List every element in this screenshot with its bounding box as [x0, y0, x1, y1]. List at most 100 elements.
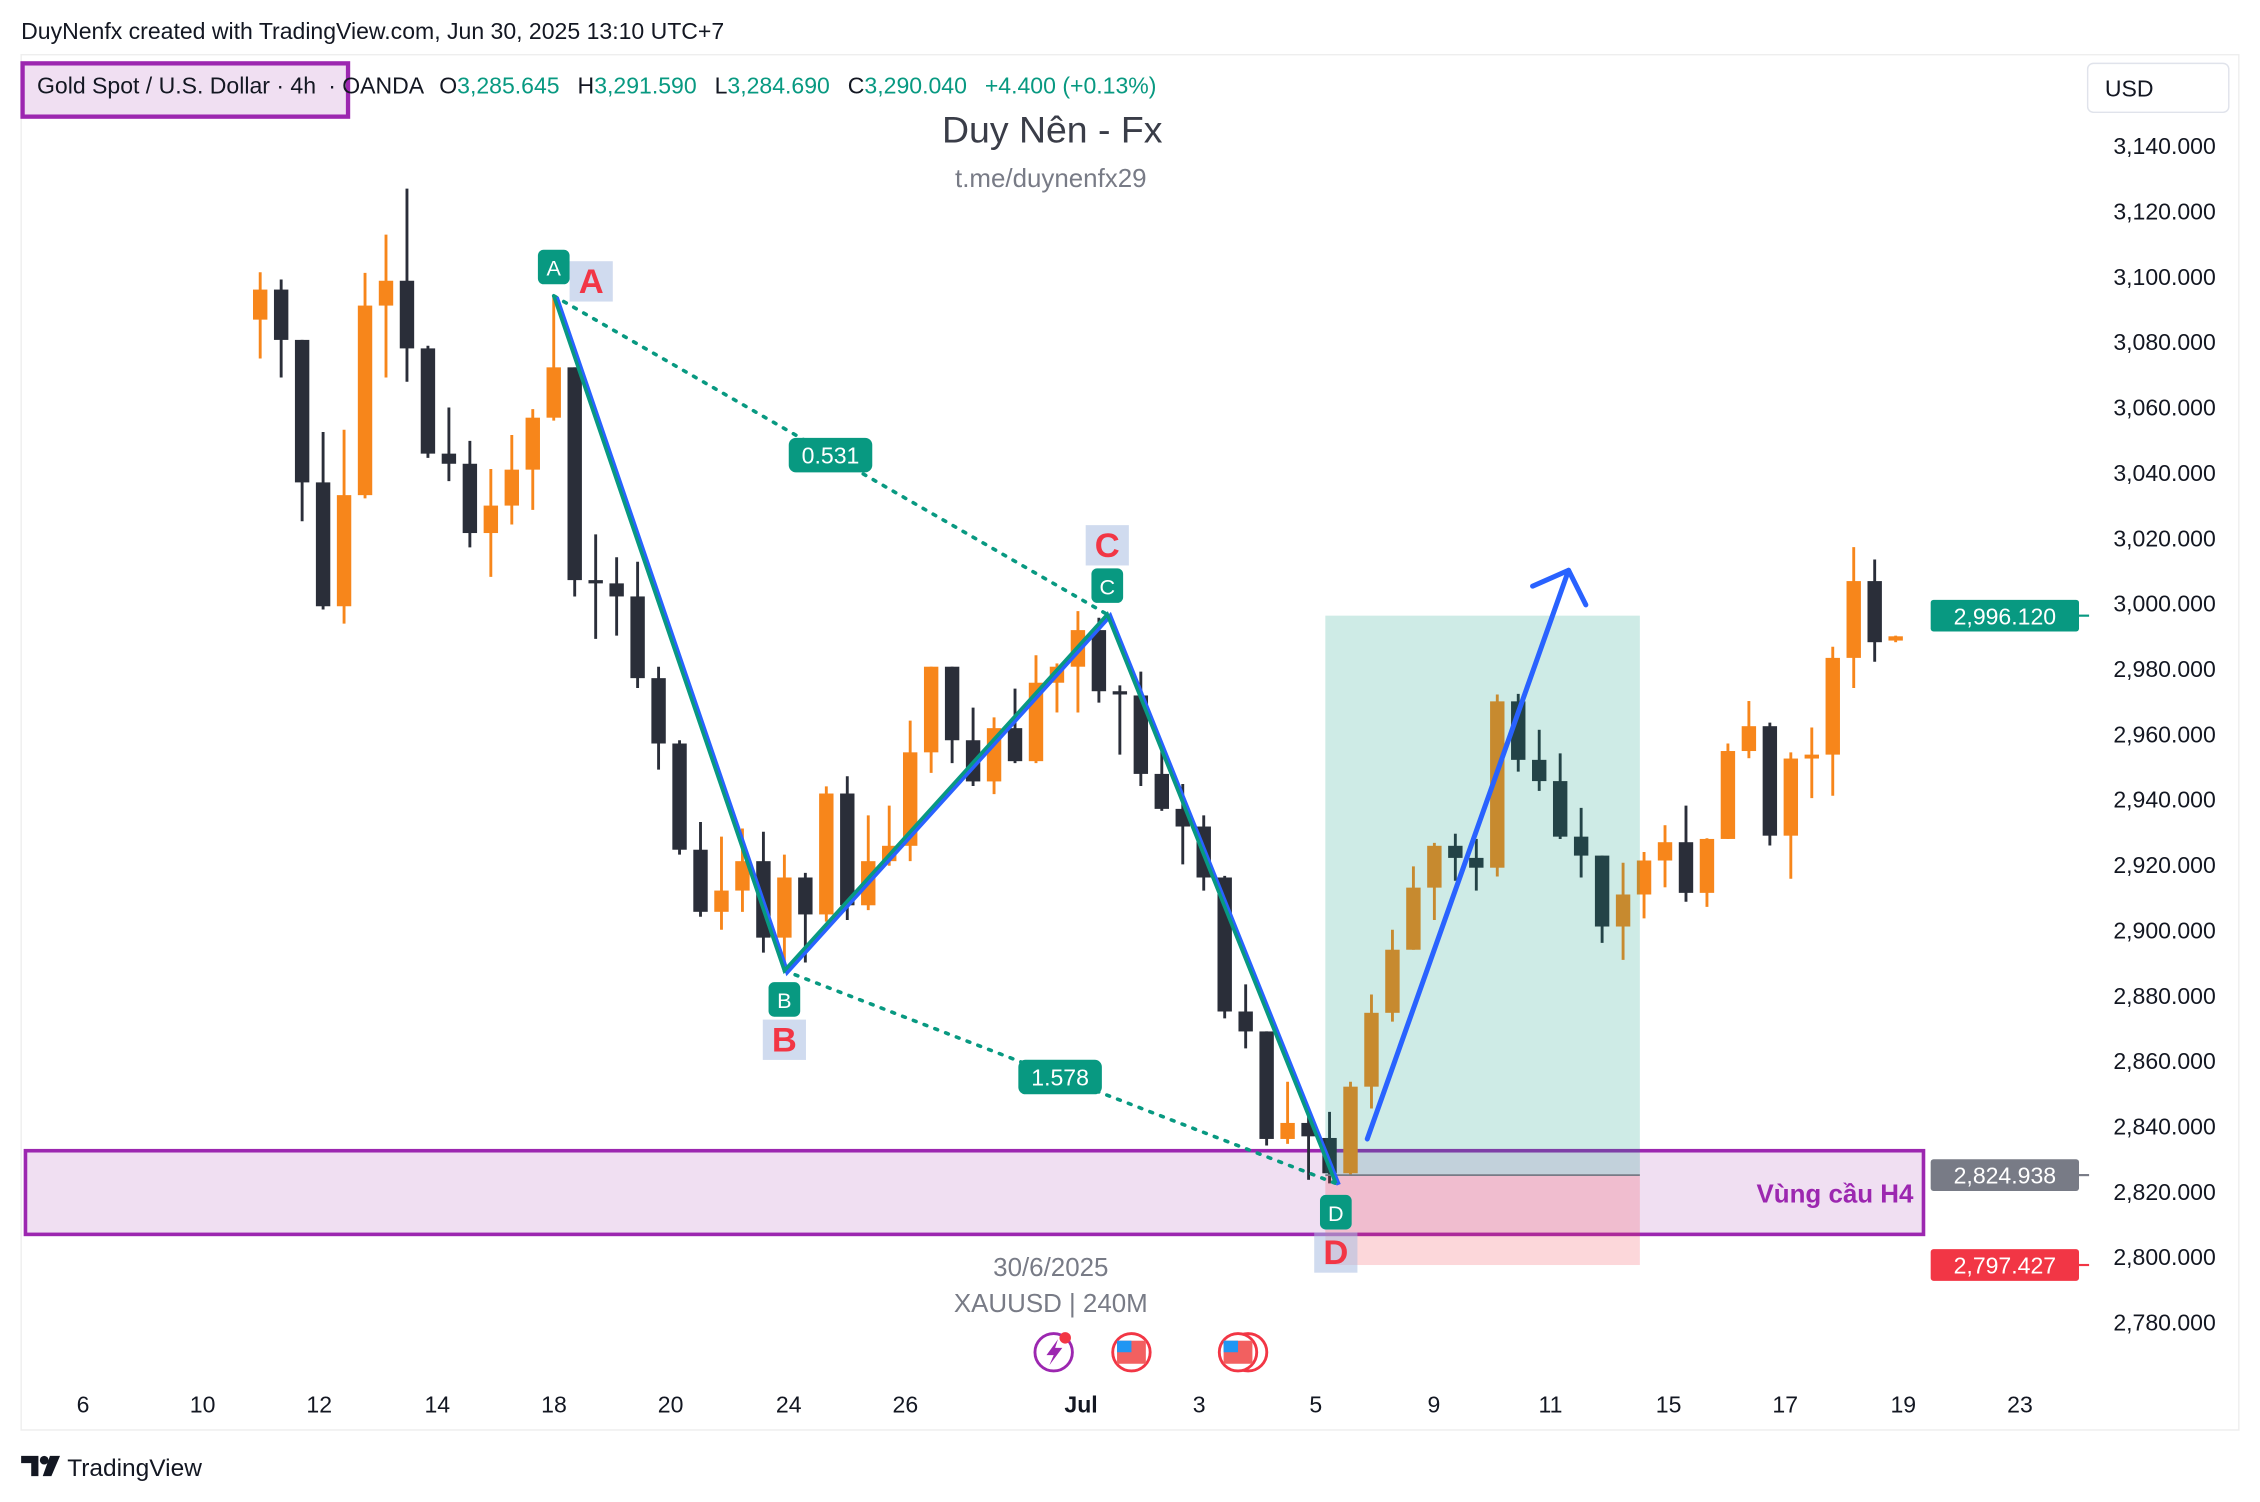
pattern-point-badge[interactable]	[537, 249, 570, 285]
candle	[1364, 994, 1379, 1109]
pattern-point-highlight	[569, 261, 613, 302]
legend-symbol[interactable]: Gold Spot / U.S. Dollar · 4h	[37, 73, 316, 99]
price-tick-label: 2,800.000	[2113, 1244, 2215, 1270]
snapshot-caption: DuyNenfx created with TradingView.com, J…	[21, 18, 724, 44]
time-tick-label: 12	[306, 1392, 332, 1418]
candle-body	[1783, 758, 1799, 836]
time-tick-label: 26	[893, 1392, 919, 1418]
candle	[1091, 617, 1107, 703]
candle-body	[944, 666, 960, 741]
pattern-point-highlight	[1085, 525, 1129, 566]
candle	[1699, 838, 1715, 907]
time-tick-label: 14	[425, 1392, 451, 1418]
candle	[1259, 1031, 1274, 1146]
candle	[1154, 750, 1169, 811]
candle	[399, 188, 415, 382]
price-tick-label: 3,060.000	[2113, 395, 2215, 421]
candle	[462, 440, 478, 548]
candle-body	[1091, 630, 1107, 692]
pattern-ratio-badge	[788, 437, 873, 473]
candle	[609, 557, 624, 636]
legend-high: 3,291.590	[594, 73, 696, 99]
lightning-event-icon[interactable]	[1033, 1332, 1074, 1373]
legend-exchange: · OANDA	[328, 73, 425, 99]
candle	[273, 279, 289, 378]
price-tick-label: 3,100.000	[2113, 264, 2215, 290]
position-stop-zone[interactable]	[1325, 1175, 1640, 1266]
candle	[546, 295, 561, 421]
price-axis[interactable]: 3,140.000 3,120.000 3,100.000 3,080.000 3,06…	[2113, 133, 2215, 1336]
time-tick-label: 11	[1539, 1392, 1563, 1418]
candle	[1825, 646, 1840, 796]
candle	[1846, 547, 1861, 688]
candle-body	[1406, 887, 1421, 950]
pattern-point-highlight	[1314, 1232, 1358, 1273]
price-tick-label: 3,120.000	[2113, 198, 2215, 224]
price-label-target-text: 2,996.120	[1954, 603, 2056, 629]
time-tick-label: 6	[77, 1392, 90, 1418]
candle-body	[1825, 657, 1840, 755]
candle-body	[840, 793, 855, 906]
tradingview-logo-icon[interactable]	[21, 1455, 61, 1477]
pattern-point-label: D	[1328, 1201, 1344, 1226]
pattern-ratio-label: 1.578	[1031, 1065, 1089, 1091]
pattern-point-label: B	[777, 988, 791, 1013]
candle	[294, 339, 310, 522]
candle-body	[1322, 1137, 1337, 1174]
price-tick-label: 3,140.000	[2113, 133, 2215, 159]
candle	[525, 409, 540, 510]
pattern-point-big-label: D	[1323, 1234, 1348, 1272]
candle-body	[735, 861, 750, 891]
candle-body	[1238, 1011, 1253, 1032]
watermark-date: 30/6/2025	[993, 1254, 1108, 1282]
candle-body	[546, 367, 561, 418]
price-tick-label: 3,000.000	[2113, 591, 2215, 617]
time-axis[interactable]: 6 10 12 14 18 20 24 26 Jul 3 5 9 11 15 17 19 23	[77, 1392, 2033, 1418]
candle	[441, 407, 457, 482]
pattern-point-badge[interactable]	[1091, 568, 1124, 603]
price-tick-label: 2,980.000	[2113, 656, 2215, 682]
pattern-point-highlight	[762, 1019, 806, 1060]
us-flag-event-group-icon[interactable]	[1217, 1332, 1269, 1373]
candle	[1762, 722, 1778, 846]
candle-body	[714, 890, 729, 912]
us-flag-event-icon[interactable]	[1111, 1332, 1152, 1373]
candle	[651, 666, 666, 770]
candle-body	[1552, 781, 1568, 837]
candle	[315, 432, 331, 610]
time-tick-label: Jul	[1064, 1392, 1097, 1418]
candle-body	[902, 752, 918, 846]
watermark-title: Duy Nên - Fx	[942, 109, 1163, 151]
candle-body	[588, 580, 603, 584]
currency-button[interactable]	[2086, 62, 2230, 114]
pattern-ratio-badge	[1018, 1059, 1102, 1095]
time-tick-label: 24	[776, 1392, 802, 1418]
candle-body	[1720, 751, 1736, 839]
pattern-ratio-line	[551, 293, 1110, 617]
demand-zone[interactable]	[23, 1148, 1926, 1237]
position-target-zone[interactable]	[1325, 615, 1640, 1176]
legend-close: 3,290.040	[864, 73, 966, 99]
pattern-point-label: A	[547, 256, 562, 281]
pattern-point-badge[interactable]	[768, 982, 801, 1017]
price-tick-label: 2,920.000	[2113, 852, 2215, 878]
candle-body	[1594, 855, 1610, 927]
time-tick-label: 18	[541, 1392, 567, 1418]
candle-body	[420, 348, 436, 454]
price-label-entry	[1930, 1159, 2080, 1191]
pattern-point-big-label: A	[579, 263, 604, 301]
pattern-point-badge[interactable]	[1319, 1194, 1352, 1230]
price-tick-label: 2,840.000	[2113, 1114, 2215, 1140]
candle	[1615, 862, 1631, 960]
candle	[1427, 842, 1442, 920]
candle-body	[1741, 726, 1757, 752]
legend-change: +4.400 (+0.13%)	[985, 73, 1157, 99]
arrow-head-icon	[1530, 567, 1589, 608]
projection-arrow-icon[interactable]	[1364, 567, 1572, 1142]
candle-body	[1615, 894, 1631, 927]
candle-body	[651, 678, 666, 744]
pattern-legs[interactable]	[552, 295, 1338, 1185]
price-tick-label: 2,940.000	[2113, 787, 2215, 813]
